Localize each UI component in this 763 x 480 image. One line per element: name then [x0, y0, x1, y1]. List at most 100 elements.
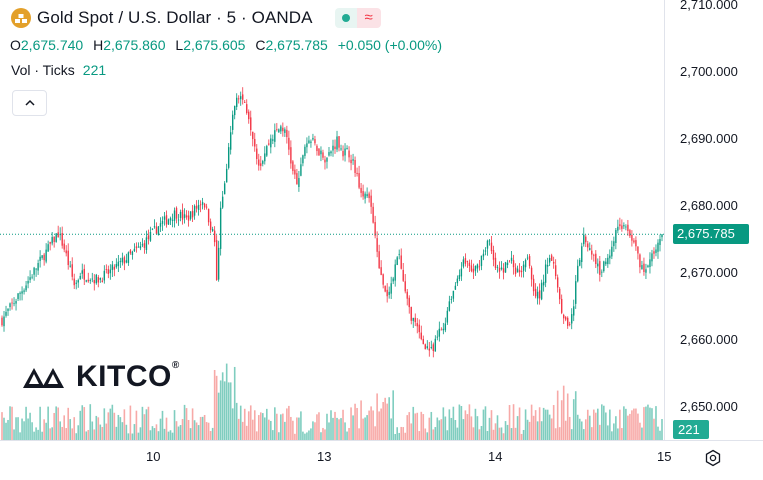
volume-bar	[362, 418, 364, 440]
volume-bar	[390, 418, 392, 440]
volume-bar	[474, 408, 477, 440]
candle-body	[105, 269, 108, 271]
volume-bar	[251, 419, 254, 440]
candle-body	[591, 250, 593, 255]
candle-body	[508, 261, 511, 263]
candle-body	[334, 146, 336, 149]
volume-bar	[274, 407, 276, 440]
symbol-title[interactable]: Gold Spot / U.S. Dollar · 5 · OANDA	[37, 8, 313, 27]
candle-body	[79, 275, 81, 280]
gold-bars-icon[interactable]	[11, 8, 31, 28]
candle-body	[520, 270, 523, 273]
candle-body	[240, 96, 242, 100]
candle-body	[438, 328, 441, 337]
candle-body	[430, 346, 433, 348]
volume-bar	[454, 420, 457, 440]
volume-bar	[187, 419, 190, 440]
candle-body	[492, 250, 495, 260]
volume-bar	[296, 417, 298, 440]
candle-body	[346, 148, 348, 150]
candle-body	[97, 277, 99, 283]
volume-bar	[592, 409, 595, 440]
candle-body	[424, 344, 426, 350]
candle-body	[191, 211, 194, 218]
logo-text: KITCO®	[76, 360, 180, 394]
collapse-legend-button[interactable]	[12, 90, 47, 116]
volume-bar	[619, 409, 621, 440]
candle-body	[67, 250, 69, 266]
volume-bar	[217, 392, 220, 440]
volume-bar	[81, 405, 84, 440]
volume-bar	[548, 414, 551, 440]
y-tick-label: 2,690.000	[680, 131, 738, 146]
candle-body	[300, 164, 302, 176]
candle-body	[528, 256, 531, 267]
candle-body	[388, 291, 390, 295]
volume-bar	[31, 422, 33, 440]
volume-bar	[57, 407, 59, 440]
candle-body	[183, 214, 186, 218]
candle-body	[380, 267, 382, 275]
candle-body	[611, 246, 613, 257]
candle-body	[115, 263, 118, 268]
volume-bar	[446, 430, 449, 440]
volume-bar	[603, 405, 605, 440]
volume-bar	[444, 416, 447, 440]
volume-bar	[93, 429, 96, 440]
volume-bar	[434, 427, 437, 440]
candle-body	[400, 255, 402, 269]
volume-bar	[278, 432, 280, 440]
candle-body	[372, 206, 374, 223]
candle-body	[280, 126, 282, 132]
candle-body	[49, 241, 51, 244]
candle-body	[41, 255, 43, 258]
candle-body	[635, 240, 637, 247]
volume-bar	[239, 405, 242, 440]
candle-body	[298, 178, 300, 187]
candle-body	[641, 265, 643, 270]
candle-body	[562, 314, 565, 319]
chart-settings-button[interactable]	[702, 447, 724, 469]
market-status-pill[interactable]: ≈	[334, 8, 381, 28]
volume-bar	[416, 412, 419, 440]
kitco-logo: KITCO®	[20, 360, 180, 394]
candle-body	[109, 269, 112, 274]
candle-body	[406, 291, 408, 299]
candle-body	[464, 258, 467, 264]
volume-bar	[611, 431, 613, 440]
candle-body	[434, 338, 437, 352]
volume-bar	[101, 426, 104, 440]
high-label: H	[93, 37, 104, 53]
volume-bar	[414, 413, 417, 440]
candle-body	[187, 215, 190, 221]
volume-bar	[536, 421, 539, 440]
volume-bar	[79, 410, 82, 440]
candle-body	[408, 297, 410, 308]
volume-bar	[392, 390, 394, 440]
candle-body	[181, 209, 184, 220]
volume-bar	[324, 429, 326, 440]
volume-bar	[470, 416, 473, 440]
candle-body	[201, 202, 204, 205]
volume-bar	[542, 407, 545, 440]
volume-bar	[77, 425, 80, 440]
candle-body	[89, 280, 91, 281]
candle-body	[107, 269, 110, 274]
candle-body	[217, 247, 220, 280]
candle-body	[308, 140, 310, 143]
candle-body	[649, 259, 651, 268]
volume-bar	[272, 430, 274, 440]
volume-bar	[284, 421, 286, 440]
volume-bar	[382, 401, 384, 440]
candle-body	[556, 277, 559, 288]
candle-body	[420, 332, 422, 340]
volume-bar	[432, 429, 435, 440]
volume-bar	[103, 408, 106, 440]
volume-value: 221	[82, 62, 107, 78]
volume-legend[interactable]: Vol · Ticks 221	[11, 62, 106, 78]
candle-body	[526, 257, 529, 259]
volume-bar	[534, 410, 537, 440]
volume-bar	[328, 422, 330, 440]
